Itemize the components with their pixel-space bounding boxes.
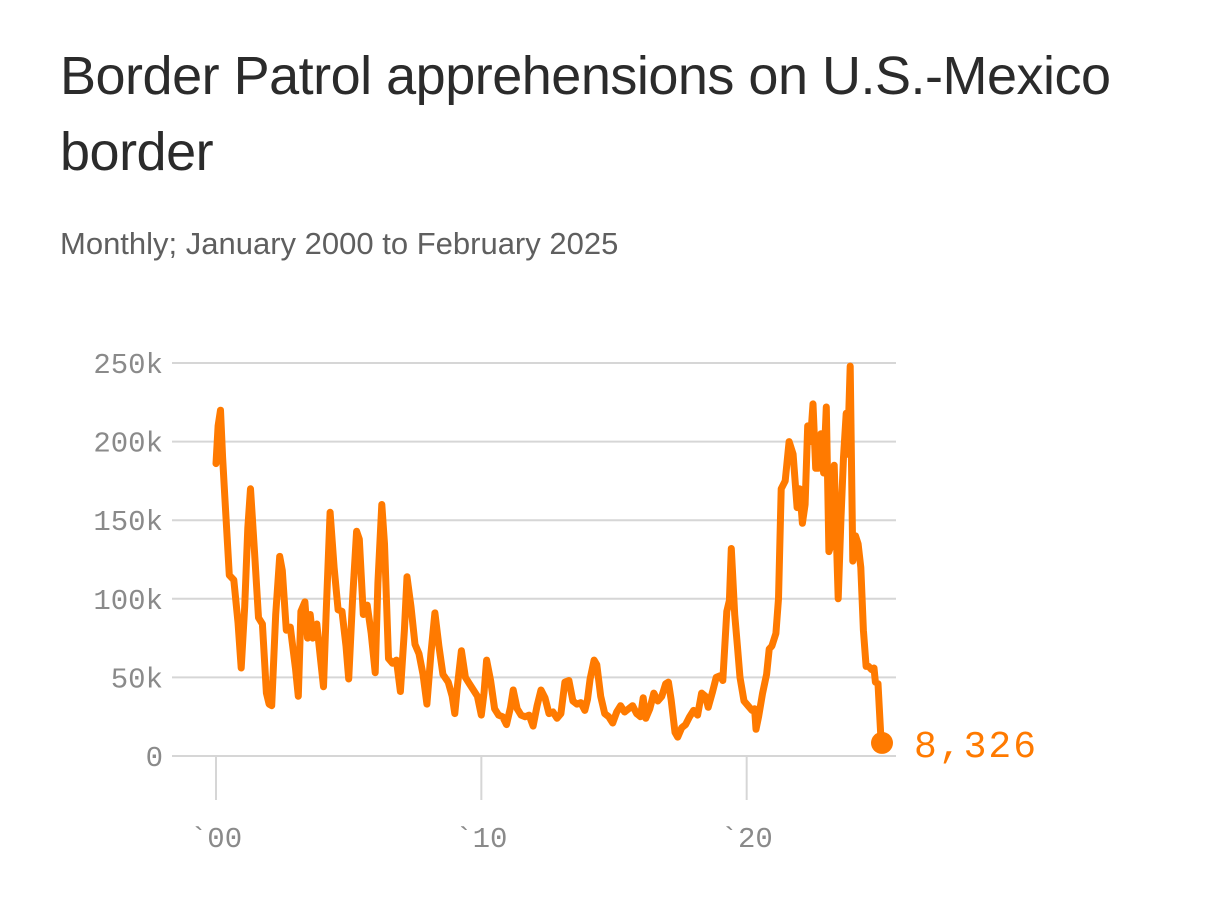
x-tick-label: `10 xyxy=(455,823,507,856)
chart-subtitle: Monthly; January 2000 to February 2025 xyxy=(60,226,619,261)
y-tick-label: 50k xyxy=(111,663,163,696)
series-line xyxy=(212,362,886,747)
series-layer xyxy=(212,362,886,747)
x-tick-label: `20 xyxy=(721,823,773,856)
y-tick-label: 200k xyxy=(93,428,163,461)
gridlines xyxy=(172,362,896,757)
y-axis-tick-labels: 0 50k 100k 150k 200k 250k xyxy=(93,349,163,775)
y-tick-label: 100k xyxy=(93,585,163,618)
x-axis: `00 `10 `20 xyxy=(190,757,773,856)
end-point-marker xyxy=(871,731,893,754)
y-tick-label: 250k xyxy=(93,349,163,382)
x-tick-label: `00 xyxy=(190,823,242,856)
y-tick-label: 0 xyxy=(146,742,163,775)
end-point-label: 8,326 xyxy=(914,726,1038,769)
y-tick-label: 150k xyxy=(93,506,163,539)
end-marker-group: 8,326 xyxy=(871,726,1038,769)
chart-title: Border Patrol apprehensions on U.S.-Mexi… xyxy=(60,46,1111,182)
